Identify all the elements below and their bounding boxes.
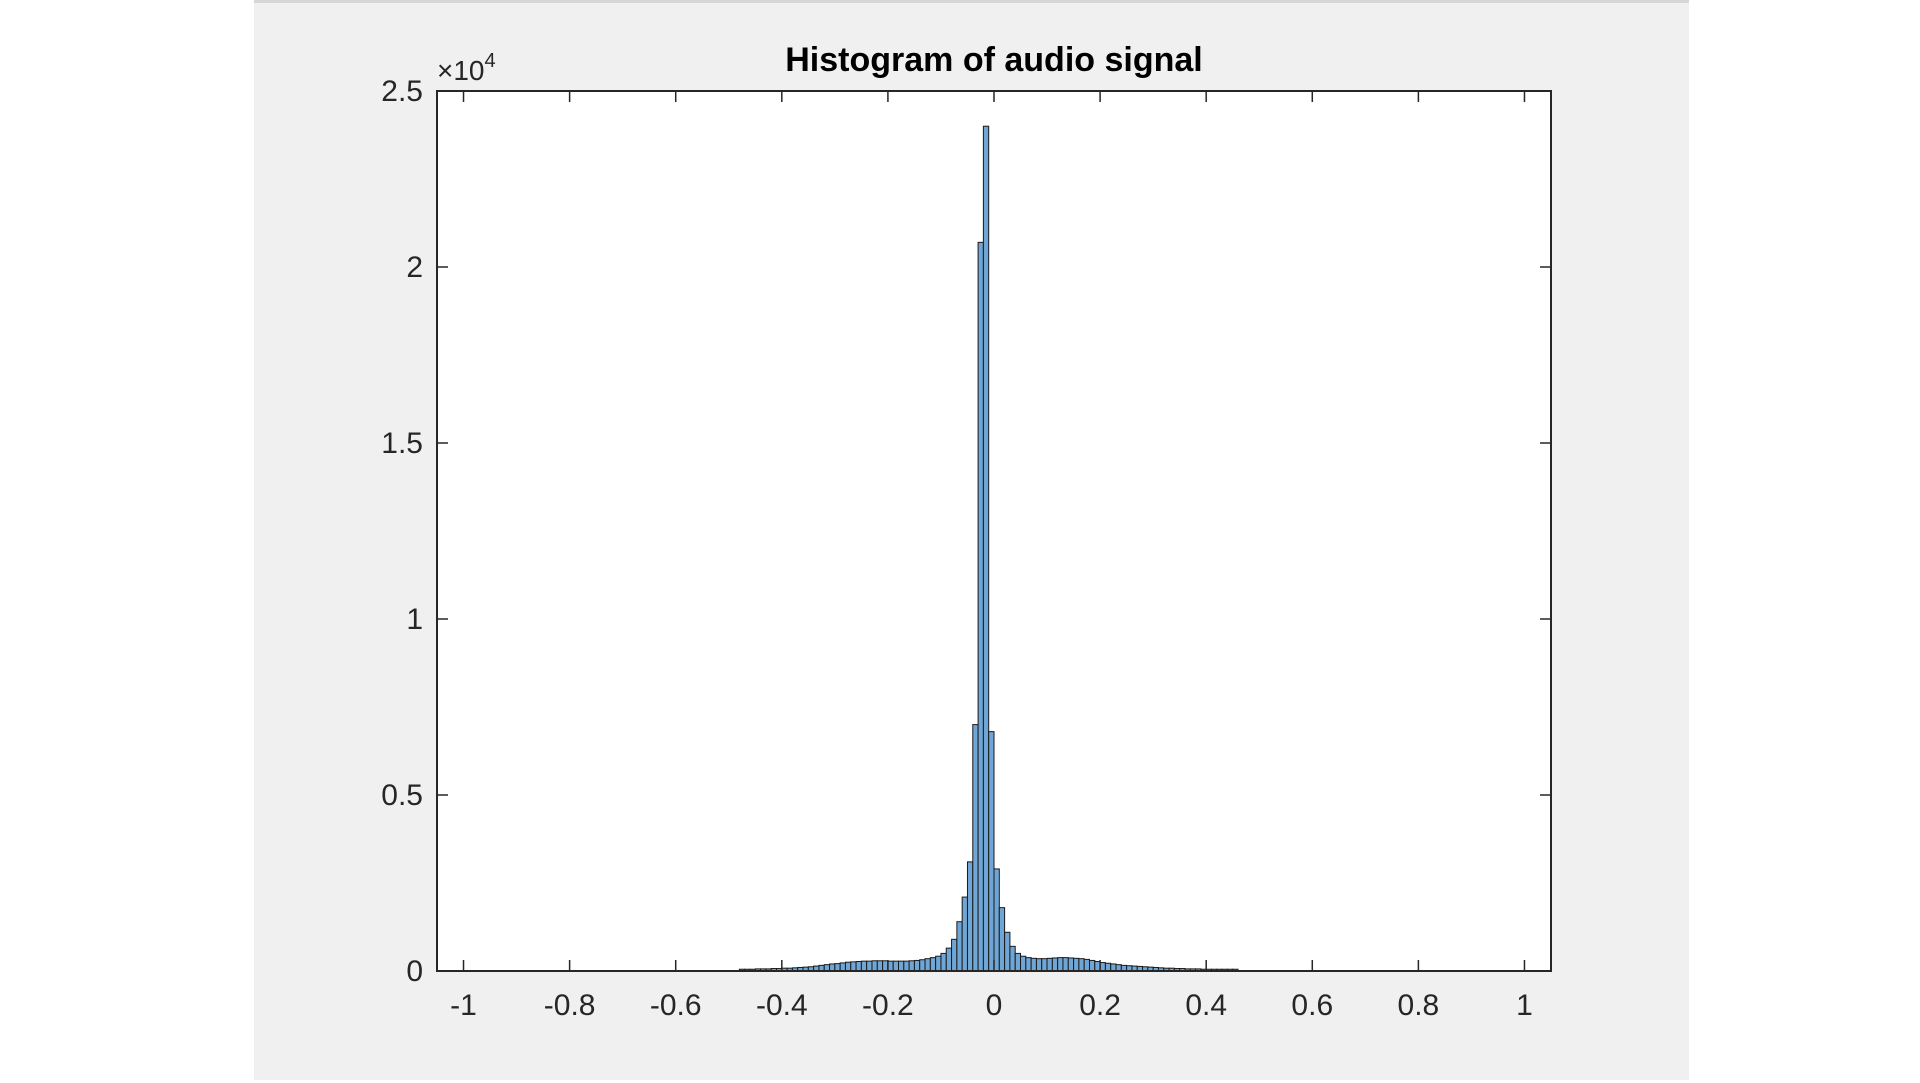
x-tick-label: -0.4 — [756, 989, 808, 1022]
x-tick-label: 0.6 — [1291, 989, 1333, 1022]
y-tick-label: 0 — [406, 955, 423, 988]
y-exponent-power: 4 — [485, 50, 496, 72]
histogram-bar — [1073, 957, 1080, 972]
histogram-bar — [945, 947, 953, 972]
histogram-bar — [898, 960, 905, 972]
x-tick-labels: -1 -0.8 -0.6 -0.4 -0.2 0 0.2 0.4 0.6 0.8 1 — [450, 989, 1533, 1022]
histogram-bar — [1088, 959, 1096, 972]
y-tick-labels: 0 0.5 1 1.5 2 2.5 — [381, 75, 423, 988]
y-tick-label: 0.5 — [381, 779, 423, 812]
histogram-bar — [844, 961, 852, 972]
histogram-bar — [1025, 957, 1032, 972]
histogram-bar — [1014, 952, 1022, 972]
chart-title: Histogram of audio signal — [785, 41, 1202, 79]
y-tick-label: 2.5 — [381, 75, 423, 108]
histogram-bar — [982, 125, 990, 972]
x-tick-label: -0.2 — [862, 989, 914, 1022]
histogram-bar — [871, 960, 878, 972]
ticks-group — [437, 90, 1551, 972]
histogram-bar — [908, 960, 915, 972]
histogram-bar — [1009, 945, 1016, 972]
x-tick-label: 0.8 — [1398, 989, 1440, 1022]
x-tick-label: -1 — [450, 989, 477, 1022]
histogram-bar — [1110, 963, 1117, 972]
histogram-bar — [961, 896, 968, 972]
histogram-bar — [1041, 958, 1048, 972]
histogram-bar — [972, 724, 979, 972]
histogram-bar — [1051, 957, 1059, 972]
histogram-bar — [956, 921, 963, 972]
histogram-bar — [1067, 957, 1075, 972]
histogram-bar — [1062, 957, 1069, 972]
y-tick-label: 1.5 — [381, 427, 423, 460]
histogram-bar — [966, 861, 974, 972]
histogram-bar — [1104, 962, 1112, 972]
histogram-bar — [892, 960, 900, 972]
histogram-bar — [876, 960, 884, 972]
histogram-chart: -1 -0.8 -0.6 -0.4 -0.2 0 0.2 0.4 0.6 0.8 1 0 0.5 1 1.… — [381, 41, 1552, 1022]
histogram-bar — [1020, 955, 1027, 972]
histogram-bar — [1078, 958, 1085, 972]
histogram-bar — [829, 963, 836, 972]
histogram-bar — [1035, 958, 1043, 972]
histogram-bar — [977, 241, 984, 972]
y-tick-label: 1 — [406, 603, 423, 636]
histogram-bar — [993, 868, 1000, 972]
histogram-bar — [988, 731, 995, 972]
y-tick-label: 2 — [406, 251, 423, 284]
y-exponent-label: ×104 — [437, 50, 496, 86]
histogram-bar — [1030, 957, 1037, 972]
histogram-bar — [935, 955, 942, 972]
x-tick-label: -0.8 — [544, 989, 596, 1022]
histogram-bar — [834, 963, 841, 972]
histogram-bar — [951, 938, 958, 972]
histogram-bar — [913, 959, 921, 972]
histogram-bar — [929, 957, 937, 972]
histogram-bar — [1083, 958, 1090, 972]
figure-window: -1 -0.8 -0.6 -0.4 -0.2 0 0.2 0.4 0.6 0.8 1 0 0.5 1 1.… — [254, 0, 1689, 1080]
histogram-bar — [1046, 957, 1053, 972]
histogram-bar — [1099, 962, 1106, 972]
x-tick-label: 0 — [986, 989, 1003, 1022]
x-tick-label: 0.4 — [1185, 989, 1227, 1022]
histogram-bar — [903, 960, 910, 972]
histogram-bar — [1004, 931, 1011, 972]
x-tick-label: 1 — [1516, 989, 1533, 1022]
histogram-bar — [850, 961, 857, 972]
x-tick-label: -0.6 — [650, 989, 702, 1022]
histogram-bar — [887, 960, 894, 972]
histogram-bar — [855, 960, 862, 972]
histogram-bar — [924, 958, 931, 972]
histogram-bar — [1057, 957, 1064, 972]
histogram-bar — [882, 960, 889, 972]
histogram-bar — [860, 960, 868, 972]
histogram-bar — [1094, 960, 1101, 972]
histogram-bar — [919, 959, 926, 972]
histogram-bar — [839, 962, 846, 972]
histogram-bar — [866, 960, 873, 972]
histogram-bar — [940, 952, 947, 972]
y-exponent-base: ×10 — [437, 55, 485, 86]
x-tick-label: 0.2 — [1079, 989, 1121, 1022]
histogram-bar — [998, 907, 1006, 972]
